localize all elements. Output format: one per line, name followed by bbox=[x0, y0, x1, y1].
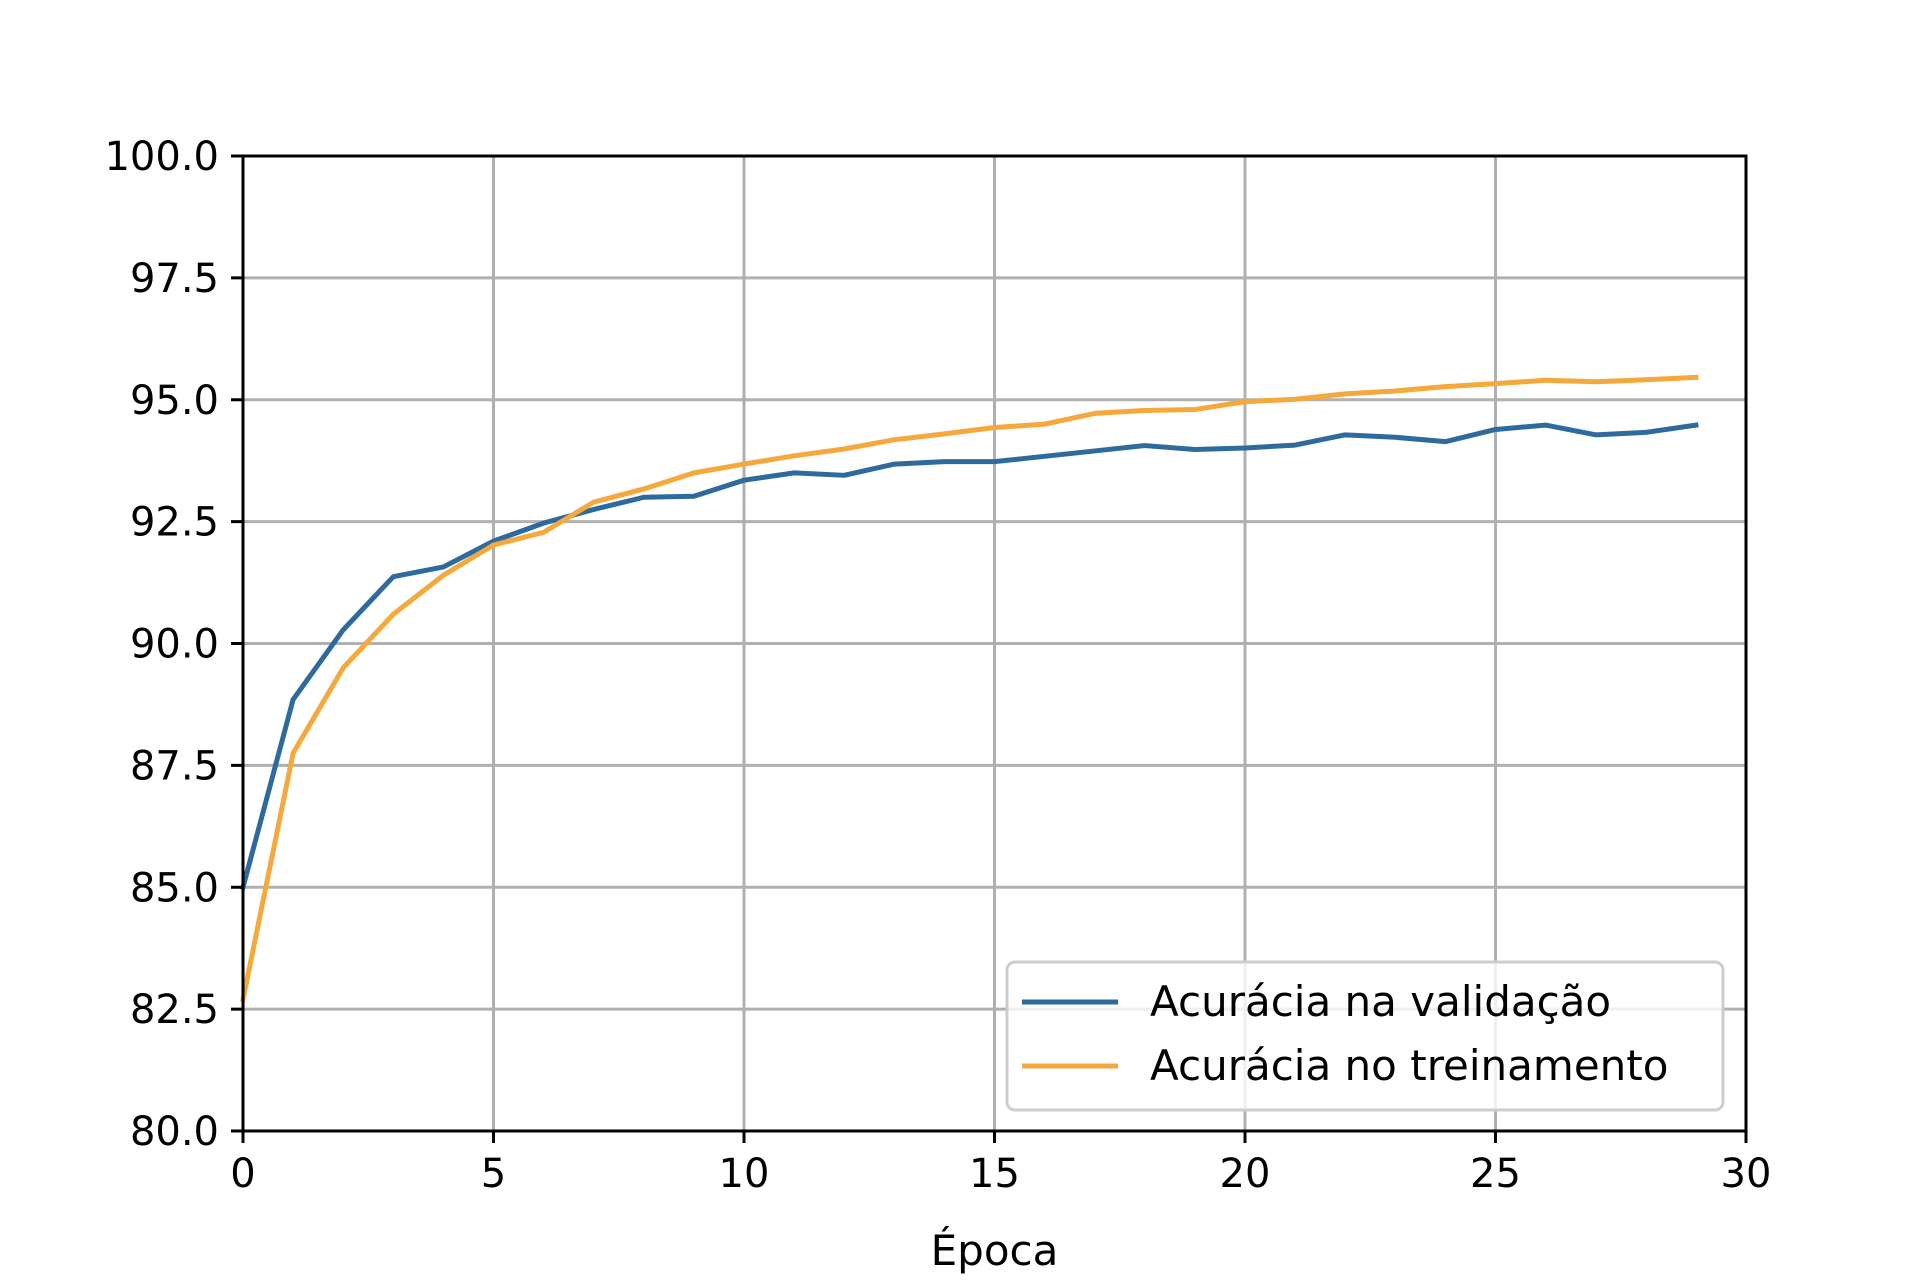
y-tick-label: 95.0 bbox=[130, 378, 219, 424]
tick-layer: 0 5 10 15 20 25 30 80.0 82.5 85.0 87.5 90.0 92.5 95.0… bbox=[104, 134, 1771, 1197]
y-tick-label: 87.5 bbox=[130, 743, 219, 789]
series-line-training bbox=[240, 374, 1699, 1003]
grid-layer bbox=[241, 154, 1748, 1133]
x-tick-label: 15 bbox=[969, 1151, 1020, 1197]
legend-label-training: Acurácia no treinamento bbox=[1150, 1041, 1668, 1090]
legend-box bbox=[1005, 960, 1725, 1112]
x-tick-label: 10 bbox=[719, 1151, 770, 1197]
x-axis-title: Época bbox=[931, 1225, 1059, 1275]
x-tick-label: 5 bbox=[481, 1151, 506, 1197]
legend: Acurácia na validação Acurácia no treina… bbox=[1005, 960, 1725, 1112]
series-layer bbox=[239, 374, 1699, 1003]
y-tick-label: 92.5 bbox=[130, 500, 219, 546]
y-tick-label: 97.5 bbox=[130, 256, 219, 302]
x-tick-label: 0 bbox=[230, 1151, 255, 1197]
y-tick-label: 90.0 bbox=[130, 622, 219, 668]
x-tick-label: 20 bbox=[1220, 1151, 1271, 1197]
legend-label-validation: Acurácia na validação bbox=[1150, 977, 1611, 1026]
y-tick-label: 85.0 bbox=[130, 865, 219, 911]
x-tick-label: 25 bbox=[1470, 1151, 1521, 1197]
series-line-validation bbox=[239, 422, 1699, 891]
y-tick-label: 80.0 bbox=[130, 1109, 219, 1155]
y-tick-label: 100.0 bbox=[104, 134, 219, 180]
y-tick-label: 82.5 bbox=[130, 987, 219, 1033]
x-tick-label: 30 bbox=[1721, 1151, 1772, 1197]
